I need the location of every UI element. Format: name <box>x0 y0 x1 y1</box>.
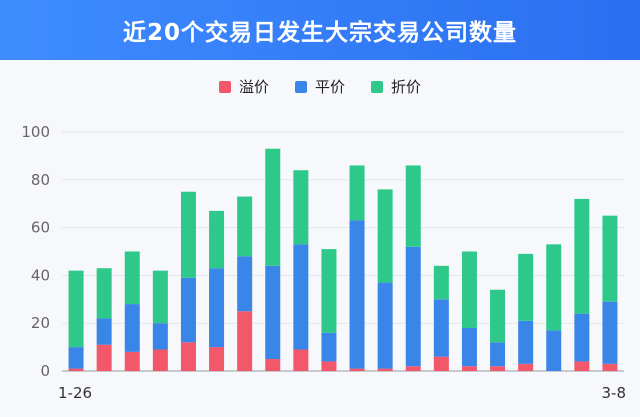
bar-segment-discount <box>349 165 365 221</box>
bar-segment-par <box>321 332 337 362</box>
bar-segment-premium <box>209 347 225 371</box>
bar-segment-discount <box>124 251 140 305</box>
bar-segment-premium <box>152 349 168 371</box>
bar-segment-par <box>574 313 590 362</box>
x-tick-label-first: 1-26 <box>58 384 92 402</box>
legend-swatch-discount <box>371 80 383 93</box>
legend: 溢价 平价 折价 <box>0 76 640 97</box>
bar-segment-discount <box>237 196 253 257</box>
bar-segment-premium <box>293 349 309 371</box>
bar-segment-discount <box>68 270 84 348</box>
y-tick-label: 60 <box>31 219 50 237</box>
bar-segment-par <box>461 327 477 367</box>
bar-segment-par <box>490 342 506 367</box>
legend-swatch-premium <box>218 80 231 93</box>
bar-segment-premium <box>180 342 196 371</box>
bar-segment-par <box>237 256 253 312</box>
bar-segment-par <box>433 299 449 357</box>
bar-segment-par <box>265 265 281 360</box>
bar-segment-par <box>349 220 365 369</box>
bar-segment-discount <box>265 148 281 266</box>
bar-segment-premium <box>96 344 112 371</box>
y-tick-label: 40 <box>31 266 50 284</box>
bar-segment-premium <box>349 368 365 371</box>
bar-segment-discount <box>546 244 562 331</box>
y-tick-label: 0 <box>40 362 50 380</box>
bar-segment-discount <box>518 253 534 321</box>
legend-label-discount: 折价 <box>391 78 422 96</box>
x-tick-label-last: 3-8 <box>602 384 627 402</box>
bar-segment-discount <box>405 165 421 247</box>
bar-segment-premium <box>68 368 84 371</box>
bar-segment-par <box>405 246 421 367</box>
bar-segment-discount <box>293 170 309 245</box>
bar-segment-discount <box>96 268 112 319</box>
bar-segment-par <box>293 244 309 350</box>
bar-segment-premium <box>490 366 506 371</box>
y-tick-label: 80 <box>31 171 50 189</box>
bar-segment-discount <box>433 265 449 300</box>
legend-item-premium[interactable]: 溢价 <box>218 76 269 97</box>
bar-segment-par <box>546 330 562 371</box>
legend-item-par[interactable]: 平价 <box>294 76 345 97</box>
y-tick-label: 100 <box>21 123 50 141</box>
bar-segment-discount <box>574 198 590 314</box>
bar-segment-par <box>124 304 140 352</box>
legend-swatch-par <box>294 80 307 93</box>
legend-label-par: 平价 <box>314 78 345 96</box>
bar-segment-premium <box>433 356 449 371</box>
bar-segment-par <box>152 323 168 350</box>
bar-segment-par <box>602 301 618 364</box>
bar-segment-par <box>68 347 84 369</box>
bar-segment-discount <box>461 251 477 328</box>
bar-segment-premium <box>461 366 477 371</box>
bar-segment-premium <box>405 366 421 371</box>
bar-segment-premium <box>124 351 140 371</box>
y-tick-label: 20 <box>31 314 50 332</box>
bar-segment-par <box>180 277 196 343</box>
bar-segment-discount <box>209 210 225 269</box>
bar-segment-premium <box>574 361 590 371</box>
bar-segment-discount <box>180 191 196 278</box>
bar-segment-discount <box>321 249 337 333</box>
bar-segment-par <box>377 282 393 369</box>
bar-segment-premium <box>237 311 253 371</box>
bar-segment-premium <box>602 363 618 371</box>
bar-segment-discount <box>490 289 506 343</box>
bar-segment-discount <box>152 270 168 324</box>
bar-segment-par <box>96 318 112 345</box>
bar-segment-premium <box>377 368 393 371</box>
bar-segment-premium <box>518 363 534 371</box>
bar-segment-discount <box>377 189 393 283</box>
legend-item-discount[interactable]: 折价 <box>371 76 421 97</box>
bar-segment-premium <box>321 361 337 371</box>
bar-segment-par <box>209 268 225 348</box>
bar-segment-par <box>518 320 534 364</box>
bar-segment-discount <box>602 215 618 302</box>
legend-label-premium: 溢价 <box>238 78 269 96</box>
bar-segment-premium <box>265 359 281 371</box>
chart-title: 近20个交易日发生大宗交易公司数量 <box>0 0 640 60</box>
